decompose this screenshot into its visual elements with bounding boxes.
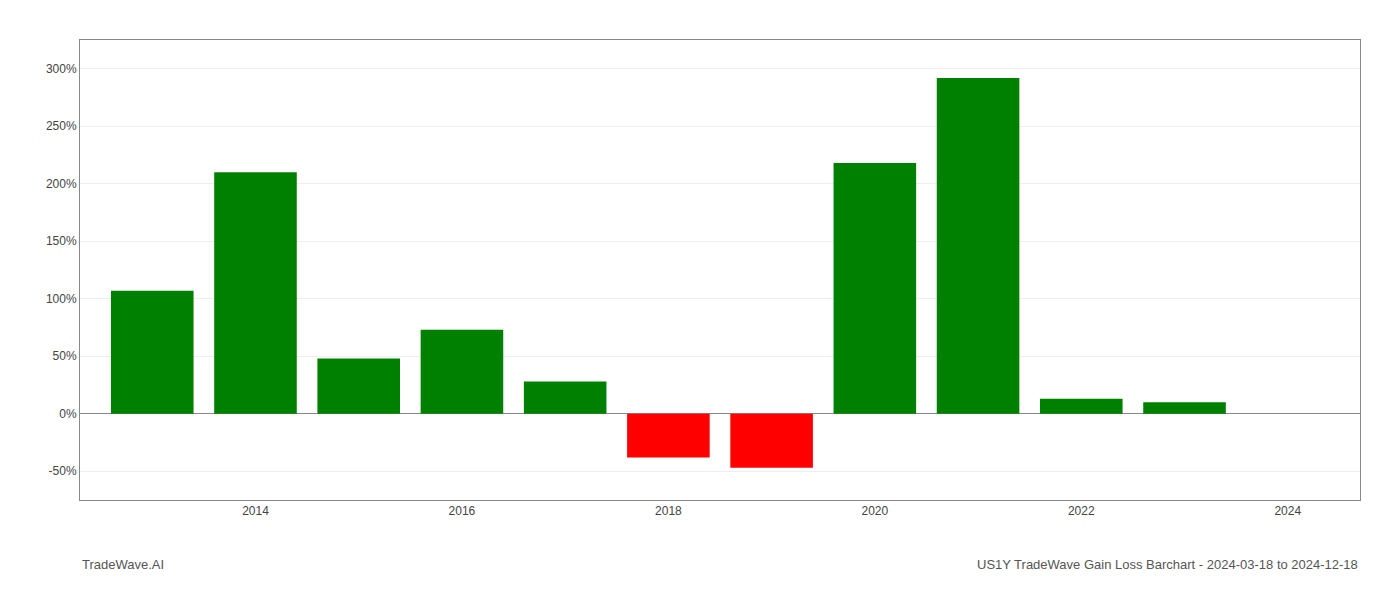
svg-text:2022: 2022 [1068, 504, 1095, 518]
svg-text:100%: 100% [46, 292, 77, 306]
svg-text:0%: 0% [59, 407, 77, 421]
svg-text:2018: 2018 [655, 504, 682, 518]
svg-text:150%: 150% [46, 234, 77, 248]
svg-text:50%: 50% [53, 349, 77, 363]
svg-text:2024: 2024 [1274, 504, 1301, 518]
svg-text:300%: 300% [46, 62, 77, 76]
svg-text:2014: 2014 [242, 504, 269, 518]
svg-text:2020: 2020 [861, 504, 888, 518]
svg-text:200%: 200% [46, 177, 77, 191]
svg-text:US1Y TradeWave Gain Loss Barch: US1Y TradeWave Gain Loss Barchart - 2024… [977, 557, 1358, 572]
svg-text:2016: 2016 [449, 504, 476, 518]
svg-text:TradeWave.AI: TradeWave.AI [82, 557, 164, 572]
svg-text:-50%: -50% [49, 464, 77, 478]
svg-text:250%: 250% [46, 119, 77, 133]
